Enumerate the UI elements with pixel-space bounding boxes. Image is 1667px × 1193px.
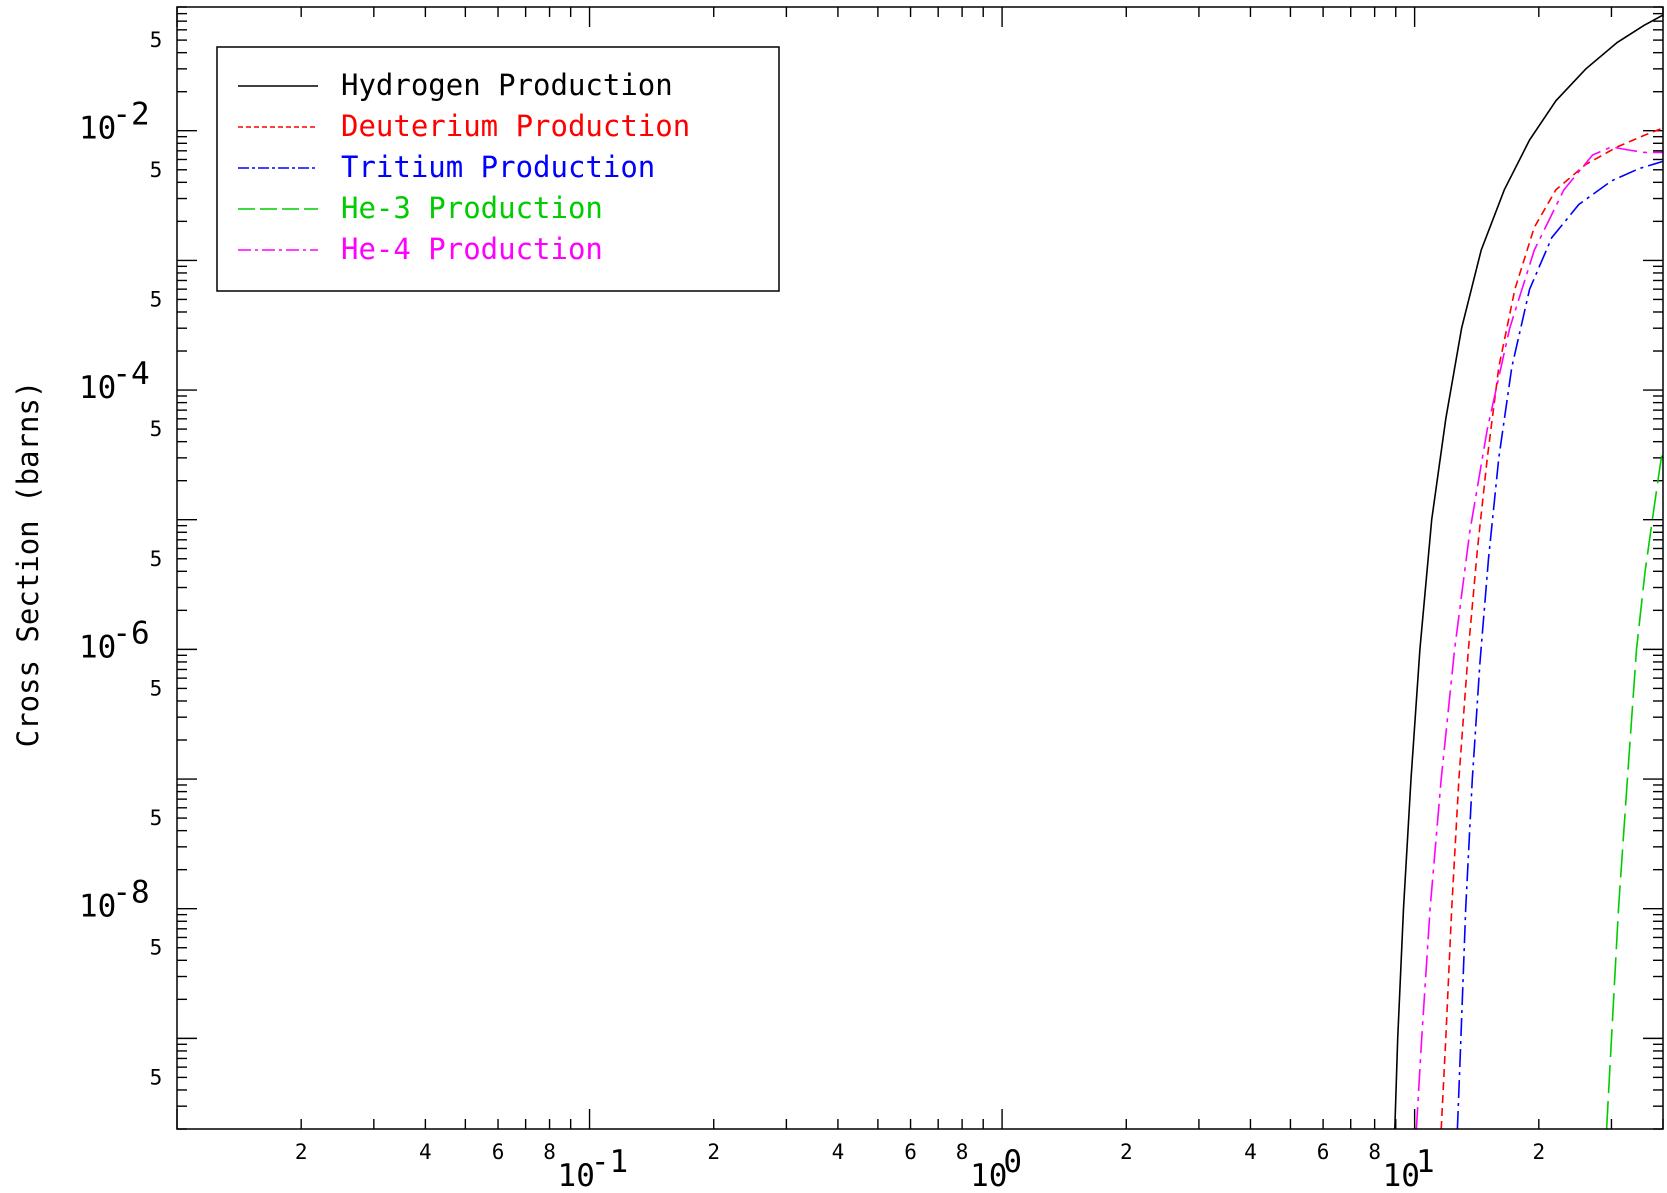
series-line-tritium-production	[1456, 160, 1664, 1130]
series-layer	[1394, 14, 1664, 1130]
x-minor-label: 8	[956, 1140, 969, 1164]
y-minor-label: 5	[150, 1065, 163, 1089]
series-line-deuterium-production	[1440, 127, 1664, 1130]
x-minor-label: 2	[707, 1140, 720, 1164]
y-minor-label: 5	[150, 936, 163, 960]
x-minor-label: 4	[419, 1140, 432, 1164]
x-minor-label: 2	[1532, 1140, 1545, 1164]
x-minor-label: 4	[1244, 1140, 1257, 1164]
y-minor-label: 5	[150, 287, 163, 311]
y-minor-label: 5	[150, 417, 163, 441]
y-minor-label: 5	[150, 547, 163, 571]
x-tick-label: 101	[1383, 1144, 1435, 1193]
legend-label: Hydrogen Production	[341, 68, 673, 102]
y-tick-label: 10-4	[79, 356, 150, 406]
y-tick-label: 10-8	[79, 875, 150, 925]
x-minor-label: 4	[832, 1140, 845, 1164]
legend: Hydrogen Production Deuterium Production T…	[216, 46, 780, 292]
y-minor-label: 5	[150, 158, 163, 182]
series-line-he-4-production	[1415, 146, 1663, 1130]
x-minor-label: 8	[1368, 1140, 1381, 1164]
x-minor-label: 6	[1317, 1140, 1330, 1164]
y-minor-label: 5	[150, 676, 163, 700]
legend-label: Deuterium Production	[341, 109, 690, 143]
x-minor-label: 2	[295, 1140, 308, 1164]
plot-frame	[176, 6, 1664, 1130]
x-minor-label: 6	[904, 1140, 917, 1164]
legend-label: Tritium Production	[341, 150, 655, 184]
y-axis-label: Cross Section (barns)	[11, 381, 45, 748]
x-tick-label: 100	[970, 1144, 1022, 1193]
series-line-hydrogen-production	[1394, 14, 1664, 1130]
x-axis: 2 4 6 8 2 4 6 8 2 4 6 8 2 10-1 100 101	[176, 7, 1664, 1193]
y-minor-label: 5	[150, 806, 163, 830]
y-tick-label: 10-2	[79, 97, 150, 147]
y-tick-label: 10-6	[79, 615, 150, 665]
legend-label: He-3 Production	[341, 191, 603, 225]
legend-label: He-4 Production	[341, 232, 603, 266]
series-line-he-3-production	[1605, 449, 1664, 1130]
x-tick-label: 10-1	[558, 1144, 629, 1193]
x-minor-label: 8	[543, 1140, 556, 1164]
y-minor-label: 5	[150, 28, 163, 52]
x-minor-label: 2	[1120, 1140, 1133, 1164]
x-minor-label: 6	[492, 1140, 505, 1164]
